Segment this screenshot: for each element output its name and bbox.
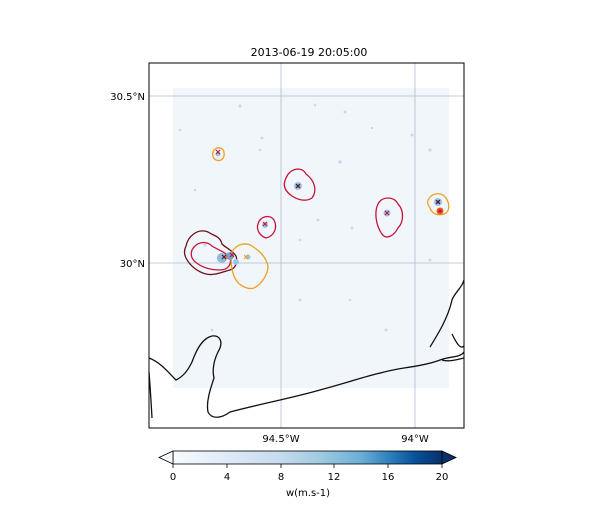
map-title: 2013-06-19 20:05:00 <box>251 46 368 59</box>
colorbar-tick-8: 8 <box>278 472 284 483</box>
colorbar-tick-16: 16 <box>382 472 395 483</box>
colorbar-tick-4: 4 <box>224 472 230 483</box>
velocity-field-speckles <box>178 103 432 332</box>
colorbar-tick-20: 20 <box>436 472 449 483</box>
contour-cell-crimson-small <box>256 215 277 239</box>
velocity-field-region <box>173 88 449 388</box>
contour-cell-crimson-left <box>190 241 232 271</box>
contour-cell-orange-left <box>230 243 269 290</box>
storm-cell-contours <box>183 147 450 290</box>
lon-label-94: 94°W <box>401 434 429 445</box>
colorbar-label: w(m.s-1) <box>286 488 330 499</box>
coastline <box>148 279 465 419</box>
map-axes-border <box>148 62 465 429</box>
contour-cell-small-orange <box>212 147 225 162</box>
colorbar-high-extension <box>441 450 457 465</box>
colorbar-gradient <box>172 450 443 465</box>
x-marker-icon <box>215 149 441 260</box>
contour-cell-crimson-mid <box>283 168 316 201</box>
colorbar: 0 4 8 12 16 20 w(m.s-1) <box>158 450 457 499</box>
lon-label-94-5: 94.5°W <box>262 434 299 445</box>
colorbar-tick-12: 12 <box>328 472 341 483</box>
contour-cell-orange-right <box>426 193 450 216</box>
map-gridlines <box>149 63 464 428</box>
lat-label-30-5: 30.5°N <box>110 92 145 103</box>
colorbar-low-extension <box>158 450 174 465</box>
colorbar-tick-0: 0 <box>170 472 176 483</box>
contour-cell-crimson-right <box>375 197 404 238</box>
lat-label-30: 30°N <box>120 259 145 270</box>
